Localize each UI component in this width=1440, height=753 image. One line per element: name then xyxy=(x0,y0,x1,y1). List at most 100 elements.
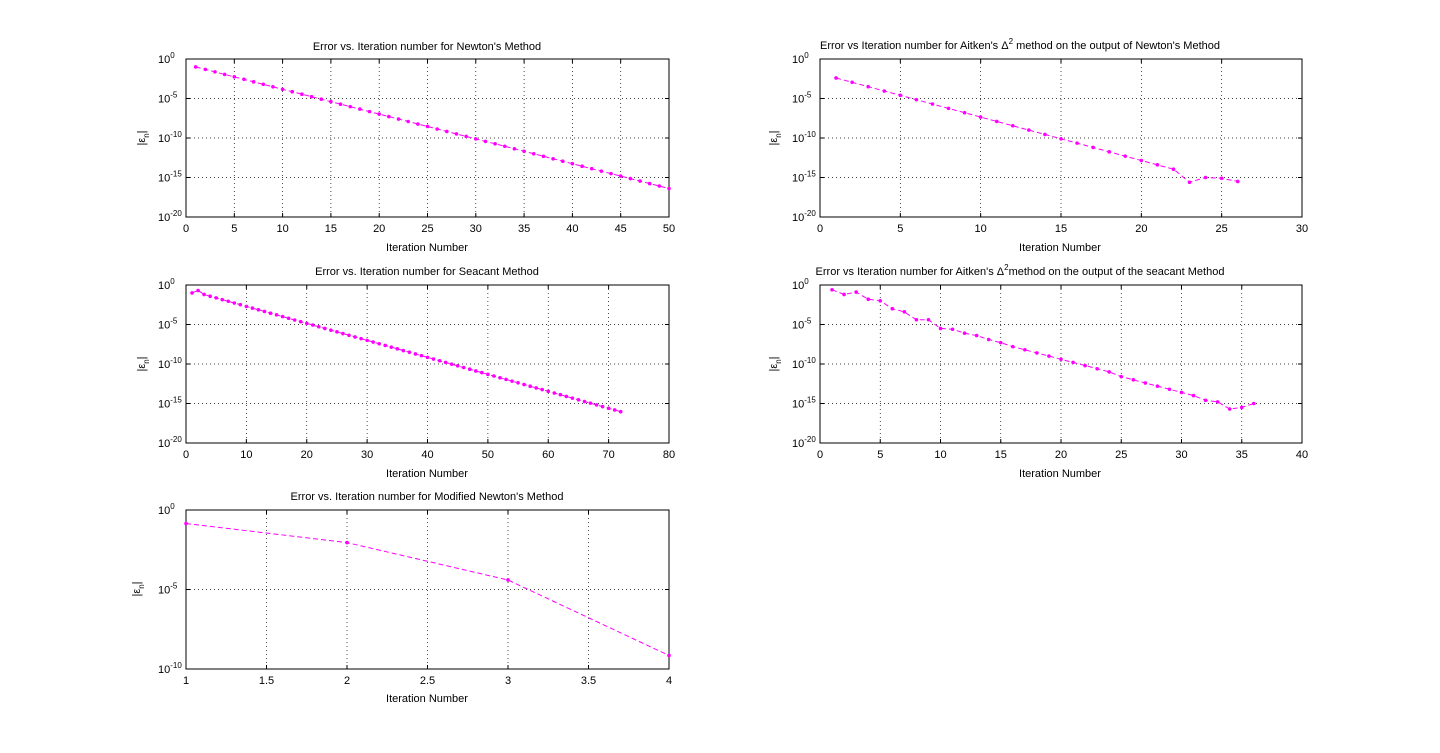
data-point xyxy=(914,97,919,102)
data-point xyxy=(238,302,243,307)
x-tick-label: 5 xyxy=(897,223,903,235)
data-point xyxy=(298,319,303,324)
data-point xyxy=(1071,360,1075,365)
data-point xyxy=(1203,398,1208,403)
data-point xyxy=(1179,390,1184,395)
x-tick-label: 20 xyxy=(301,449,313,461)
y-tick-label: 10-15 xyxy=(792,170,816,185)
data-point xyxy=(667,653,671,658)
x-tick-label: 1 xyxy=(183,675,189,687)
x-tick-label: 2 xyxy=(344,675,350,687)
data-point xyxy=(516,381,520,385)
x-tick-label: 5 xyxy=(877,449,883,461)
data-point xyxy=(268,311,273,316)
data-point xyxy=(1191,393,1196,398)
x-tick-label: 10 xyxy=(934,449,946,461)
data-point xyxy=(551,156,555,161)
data-point xyxy=(502,144,507,149)
y-tick-label: 100 xyxy=(792,277,809,292)
data-point xyxy=(512,147,517,151)
data-point xyxy=(902,310,907,314)
data-point xyxy=(1043,132,1047,137)
data-point xyxy=(401,348,406,353)
data-point xyxy=(618,174,623,178)
data-point xyxy=(882,89,887,93)
x-axis-label: Iteration Number xyxy=(1019,242,1101,254)
y-tick-label: 10-15 xyxy=(158,170,182,185)
data-point xyxy=(474,369,478,373)
data-point xyxy=(208,294,212,299)
y-axis-label: |εn| xyxy=(768,356,783,371)
data-point xyxy=(1095,366,1099,371)
data-point xyxy=(506,578,510,582)
data-point xyxy=(978,115,983,119)
data-point xyxy=(300,92,304,97)
data-point xyxy=(1059,136,1063,141)
data-point xyxy=(232,75,237,79)
data-point xyxy=(467,367,472,372)
series-line xyxy=(835,77,1238,183)
data-point xyxy=(1047,354,1051,358)
x-tick-label: 20 xyxy=(1135,223,1147,235)
data-point xyxy=(570,396,575,400)
data-point xyxy=(1035,351,1039,355)
data-point xyxy=(1123,154,1128,158)
y-axis-label: |εn| xyxy=(131,581,146,596)
data-point xyxy=(600,404,605,409)
data-point xyxy=(606,406,611,411)
x-tick-label: 35 xyxy=(1236,449,1248,461)
x-tick-label: 25 xyxy=(1216,223,1228,235)
data-point xyxy=(1219,176,1224,181)
data-point xyxy=(866,297,870,302)
data-point xyxy=(1139,158,1144,163)
data-point xyxy=(1083,363,1087,368)
data-point xyxy=(406,119,410,124)
x-axis-label: Iteration Number xyxy=(386,693,468,705)
y-axis-label: |εn| xyxy=(136,356,151,371)
data-point xyxy=(531,152,536,156)
x-tick-label: 0 xyxy=(817,223,823,235)
data-point xyxy=(242,77,246,82)
data-point xyxy=(926,317,931,322)
data-point xyxy=(449,362,454,366)
data-point xyxy=(638,179,642,183)
x-tick-label: 3.5 xyxy=(581,675,596,687)
data-point xyxy=(552,391,557,395)
y-tick-label: 10-5 xyxy=(792,317,812,332)
x-axis-label: Iteration Number xyxy=(1019,468,1101,480)
y-tick-label: 10-20 xyxy=(792,435,816,450)
series-line xyxy=(831,289,1254,410)
data-point xyxy=(850,80,854,85)
x-tick-label: 2.5 xyxy=(420,675,435,687)
data-point xyxy=(437,358,442,363)
data-point xyxy=(304,321,309,326)
data-point xyxy=(377,341,382,346)
x-axis-label: Iteration Number xyxy=(386,468,468,480)
data-point xyxy=(1023,347,1027,352)
data-point xyxy=(588,401,593,405)
plot-area: 0 5 10 15 20 25 30 35 40 100 10-5 10-10 10-15 10-20 xyxy=(792,277,1308,461)
y-tick-label: 10-15 xyxy=(158,396,182,411)
data-point xyxy=(232,301,237,305)
data-point xyxy=(425,355,430,360)
data-point xyxy=(329,99,333,104)
data-point xyxy=(202,292,206,297)
chart-title: Error vs Iteration number for Aitken's Δ… xyxy=(820,37,1220,52)
data-point xyxy=(407,350,412,355)
plot-area: 0 5 10 15 20 25 30 100 10-5 10-10 10-15 10-20 xyxy=(792,51,1308,235)
y-tick-label: 10-10 xyxy=(158,130,182,145)
x-tick-label: 10 xyxy=(240,449,252,461)
y-tick-label: 10-5 xyxy=(792,91,812,106)
data-point xyxy=(962,331,967,335)
data-point xyxy=(1227,407,1232,411)
data-point xyxy=(546,389,551,394)
data-point xyxy=(367,109,372,114)
data-point xyxy=(413,352,418,356)
y-tick-label: 10-15 xyxy=(792,396,816,411)
x-tick-label: 5 xyxy=(231,223,237,235)
data-point xyxy=(431,357,436,361)
data-point xyxy=(938,326,943,331)
data-point xyxy=(1155,163,1160,167)
